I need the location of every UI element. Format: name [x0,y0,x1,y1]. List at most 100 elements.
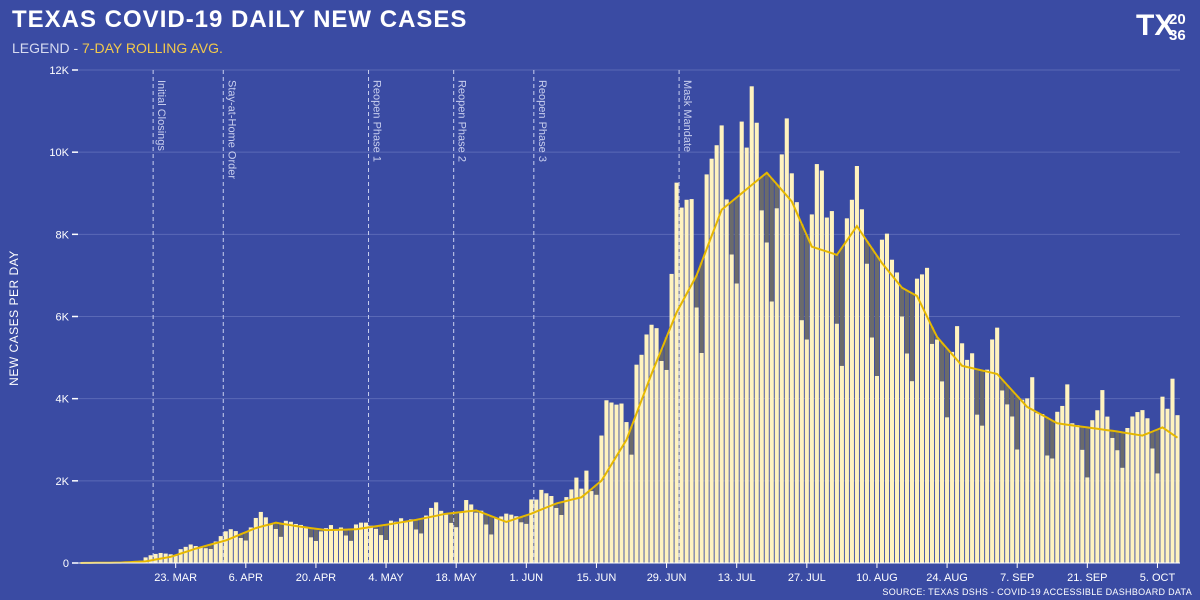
daily-cases-bar [634,364,639,563]
below-average-gap [659,349,664,361]
daily-cases-bar [549,496,554,563]
daily-cases-bar [318,531,323,563]
daily-cases-bar [1115,450,1120,563]
daily-cases-bar [198,547,203,563]
x-tick-label: 20. APR [296,572,336,584]
daily-cases-bar [674,182,679,563]
annotation-label: Reopen Phase 1 [371,80,383,162]
source-note: SOURCE: TEXAS DSHS - COVID-19 ACCESSIBLE… [882,587,1192,597]
daily-cases-bar [759,210,764,563]
daily-cases-bar [829,211,834,563]
daily-cases-bar [919,274,925,563]
daily-cases-bar [889,259,895,563]
below-average-gap [629,426,634,455]
daily-cases-bar [459,511,464,563]
daily-cases-bar [333,530,339,563]
below-average-gap [594,484,599,495]
daily-cases-bar [348,540,354,563]
below-average-gap [1085,427,1090,478]
daily-cases-bar [724,199,729,563]
daily-cases-bar [559,514,564,563]
below-average-gap [524,515,529,524]
daily-cases-bar [854,166,859,564]
daily-cases-bar [1140,410,1145,563]
below-average-gap [1155,429,1160,474]
daily-cases-bar [1040,414,1045,563]
daily-cases-bar [864,263,869,563]
below-average-gap [975,369,980,415]
below-average-gap [489,516,494,535]
daily-cases-bar [584,470,589,563]
daily-cases-bar [955,326,960,563]
daily-cases-bar [985,369,990,563]
daily-cases-bar [263,517,268,563]
daily-cases-bar [569,489,574,563]
daily-cases-bar [699,352,704,563]
x-tick-label: 21. SEP [1067,572,1107,584]
daily-cases-bar [639,354,644,563]
line-layer [80,171,1179,564]
below-average-gap [874,255,880,376]
daily-cases-bar [258,511,263,563]
below-average-gap [278,523,283,537]
daily-cases-bar [709,158,714,564]
daily-cases-bar [464,500,469,563]
daily-cases-bar [173,555,178,563]
daily-cases-bar [449,522,454,563]
daily-cases-bar [909,381,915,563]
below-average-gap [1080,426,1085,450]
daily-cases-bar [1135,412,1140,563]
daily-cases-bar [323,528,329,563]
daily-cases-bar [764,242,769,563]
daily-cases-bar [1010,416,1015,563]
daily-cases-bar [288,521,293,563]
daily-cases-bar [233,531,238,563]
daily-cases-bar [719,125,724,563]
daily-cases-bar [243,540,248,563]
daily-cases-bar [869,337,874,563]
daily-cases-bar [654,328,659,563]
daily-cases-bar [714,145,719,563]
x-tick-label: 23. MAR [154,572,197,584]
daily-cases-bar [524,523,529,563]
below-average-gap [313,528,318,541]
below-average-gap [203,545,208,549]
daily-cases-bar [1060,405,1065,563]
axis-layer: 0 2K 4K 6K 8K 10K 12K 23. MAR 6. APR 20. APR 4. MA… [49,65,1180,584]
daily-cases-bar [884,233,890,563]
logo-tx: TX [1136,9,1175,42]
chart-title: TEXAS COVID-19 DAILY NEW CASES [12,6,468,33]
daily-cases-bar [970,353,975,563]
daily-cases-bar [624,422,629,563]
daily-cases-bar [894,272,900,563]
daily-cases-bar [1020,399,1025,563]
daily-cases-bar [479,510,484,563]
below-average-gap [484,514,489,525]
daily-cases-bar [980,425,985,563]
below-average-gap [664,337,669,370]
below-average-gap [373,526,379,529]
daily-cases-bar [384,539,389,563]
daily-cases-bar [298,524,303,563]
daily-cases-bar [208,549,213,563]
daily-cases-bar [168,554,173,563]
daily-cases-bar [789,173,794,563]
daily-cases-bar [859,209,864,564]
daily-cases-bar [368,525,374,563]
daily-cases-bar [965,359,970,563]
x-tick-label: 29. JUN [647,572,687,584]
daily-cases-bar [424,515,429,563]
daily-cases-bar [218,536,223,563]
y-tick-label: 10K [49,147,69,159]
below-average-gap [839,247,844,366]
daily-cases-bar [1070,423,1075,563]
daily-cases-bar [664,369,669,563]
daily-cases-bar [794,202,799,563]
below-average-gap [208,544,213,550]
daily-cases-bar [904,353,910,563]
below-average-gap [454,512,459,528]
daily-cases-bar [824,217,829,563]
below-average-gap [1050,420,1055,459]
daily-cases-bar [1065,384,1070,563]
below-average-gap [1045,417,1050,456]
